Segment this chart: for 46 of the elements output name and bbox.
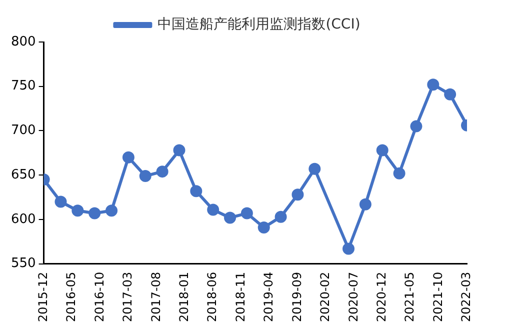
point	[427, 78, 440, 91]
point	[156, 166, 168, 178]
x-tick-label: 2017-03	[120, 272, 135, 322]
point	[393, 167, 406, 180]
x-tick-label: 2018-01	[177, 272, 191, 322]
point	[444, 88, 456, 100]
point	[224, 212, 236, 224]
x-tick-label: 2017-08	[148, 272, 163, 322]
y-tick-label: 700	[10, 123, 36, 138]
y-tick-label: 800	[10, 34, 36, 50]
point	[122, 151, 134, 164]
x-tick-label: 2021-10	[430, 272, 445, 322]
point	[292, 188, 304, 201]
x-tick-label: 2020-02	[318, 272, 332, 322]
point	[139, 170, 152, 182]
x-tick-label: 2016-05	[64, 272, 78, 322]
point	[88, 207, 101, 220]
x-tick-label: 2020-07	[346, 272, 360, 322]
point	[190, 185, 202, 198]
point	[258, 221, 270, 234]
x-tick-label: 2016-10	[92, 272, 106, 322]
point	[342, 242, 355, 255]
x-tick-label: 2022-03	[459, 272, 474, 322]
point	[410, 120, 422, 132]
point	[207, 204, 220, 216]
legend-label: 中国造船产能利用监测指数(CCI)	[158, 16, 360, 33]
x-tick-label: 2019-09	[290, 272, 304, 322]
y-tick-label: 550	[10, 256, 36, 272]
x-tick-label: 2019-04	[262, 272, 276, 322]
point	[240, 207, 253, 220]
x-tick-label: 2021-05	[402, 272, 417, 322]
y-tick-label: 600	[10, 212, 36, 227]
x-tick-label: 2020-12	[374, 272, 388, 322]
y-tick-label: 650	[10, 167, 36, 182]
point	[359, 198, 372, 210]
point	[173, 144, 186, 156]
point	[54, 196, 67, 208]
point	[274, 210, 287, 223]
y-tick-label: 750	[10, 78, 36, 94]
x-tick-label: 2018-11	[233, 272, 248, 322]
point	[106, 204, 118, 217]
point	[376, 144, 388, 156]
x-tick-label: 2018-06	[205, 272, 220, 322]
point	[72, 204, 84, 217]
x-tick-label: 2015-12	[36, 272, 50, 322]
point	[308, 162, 321, 175]
